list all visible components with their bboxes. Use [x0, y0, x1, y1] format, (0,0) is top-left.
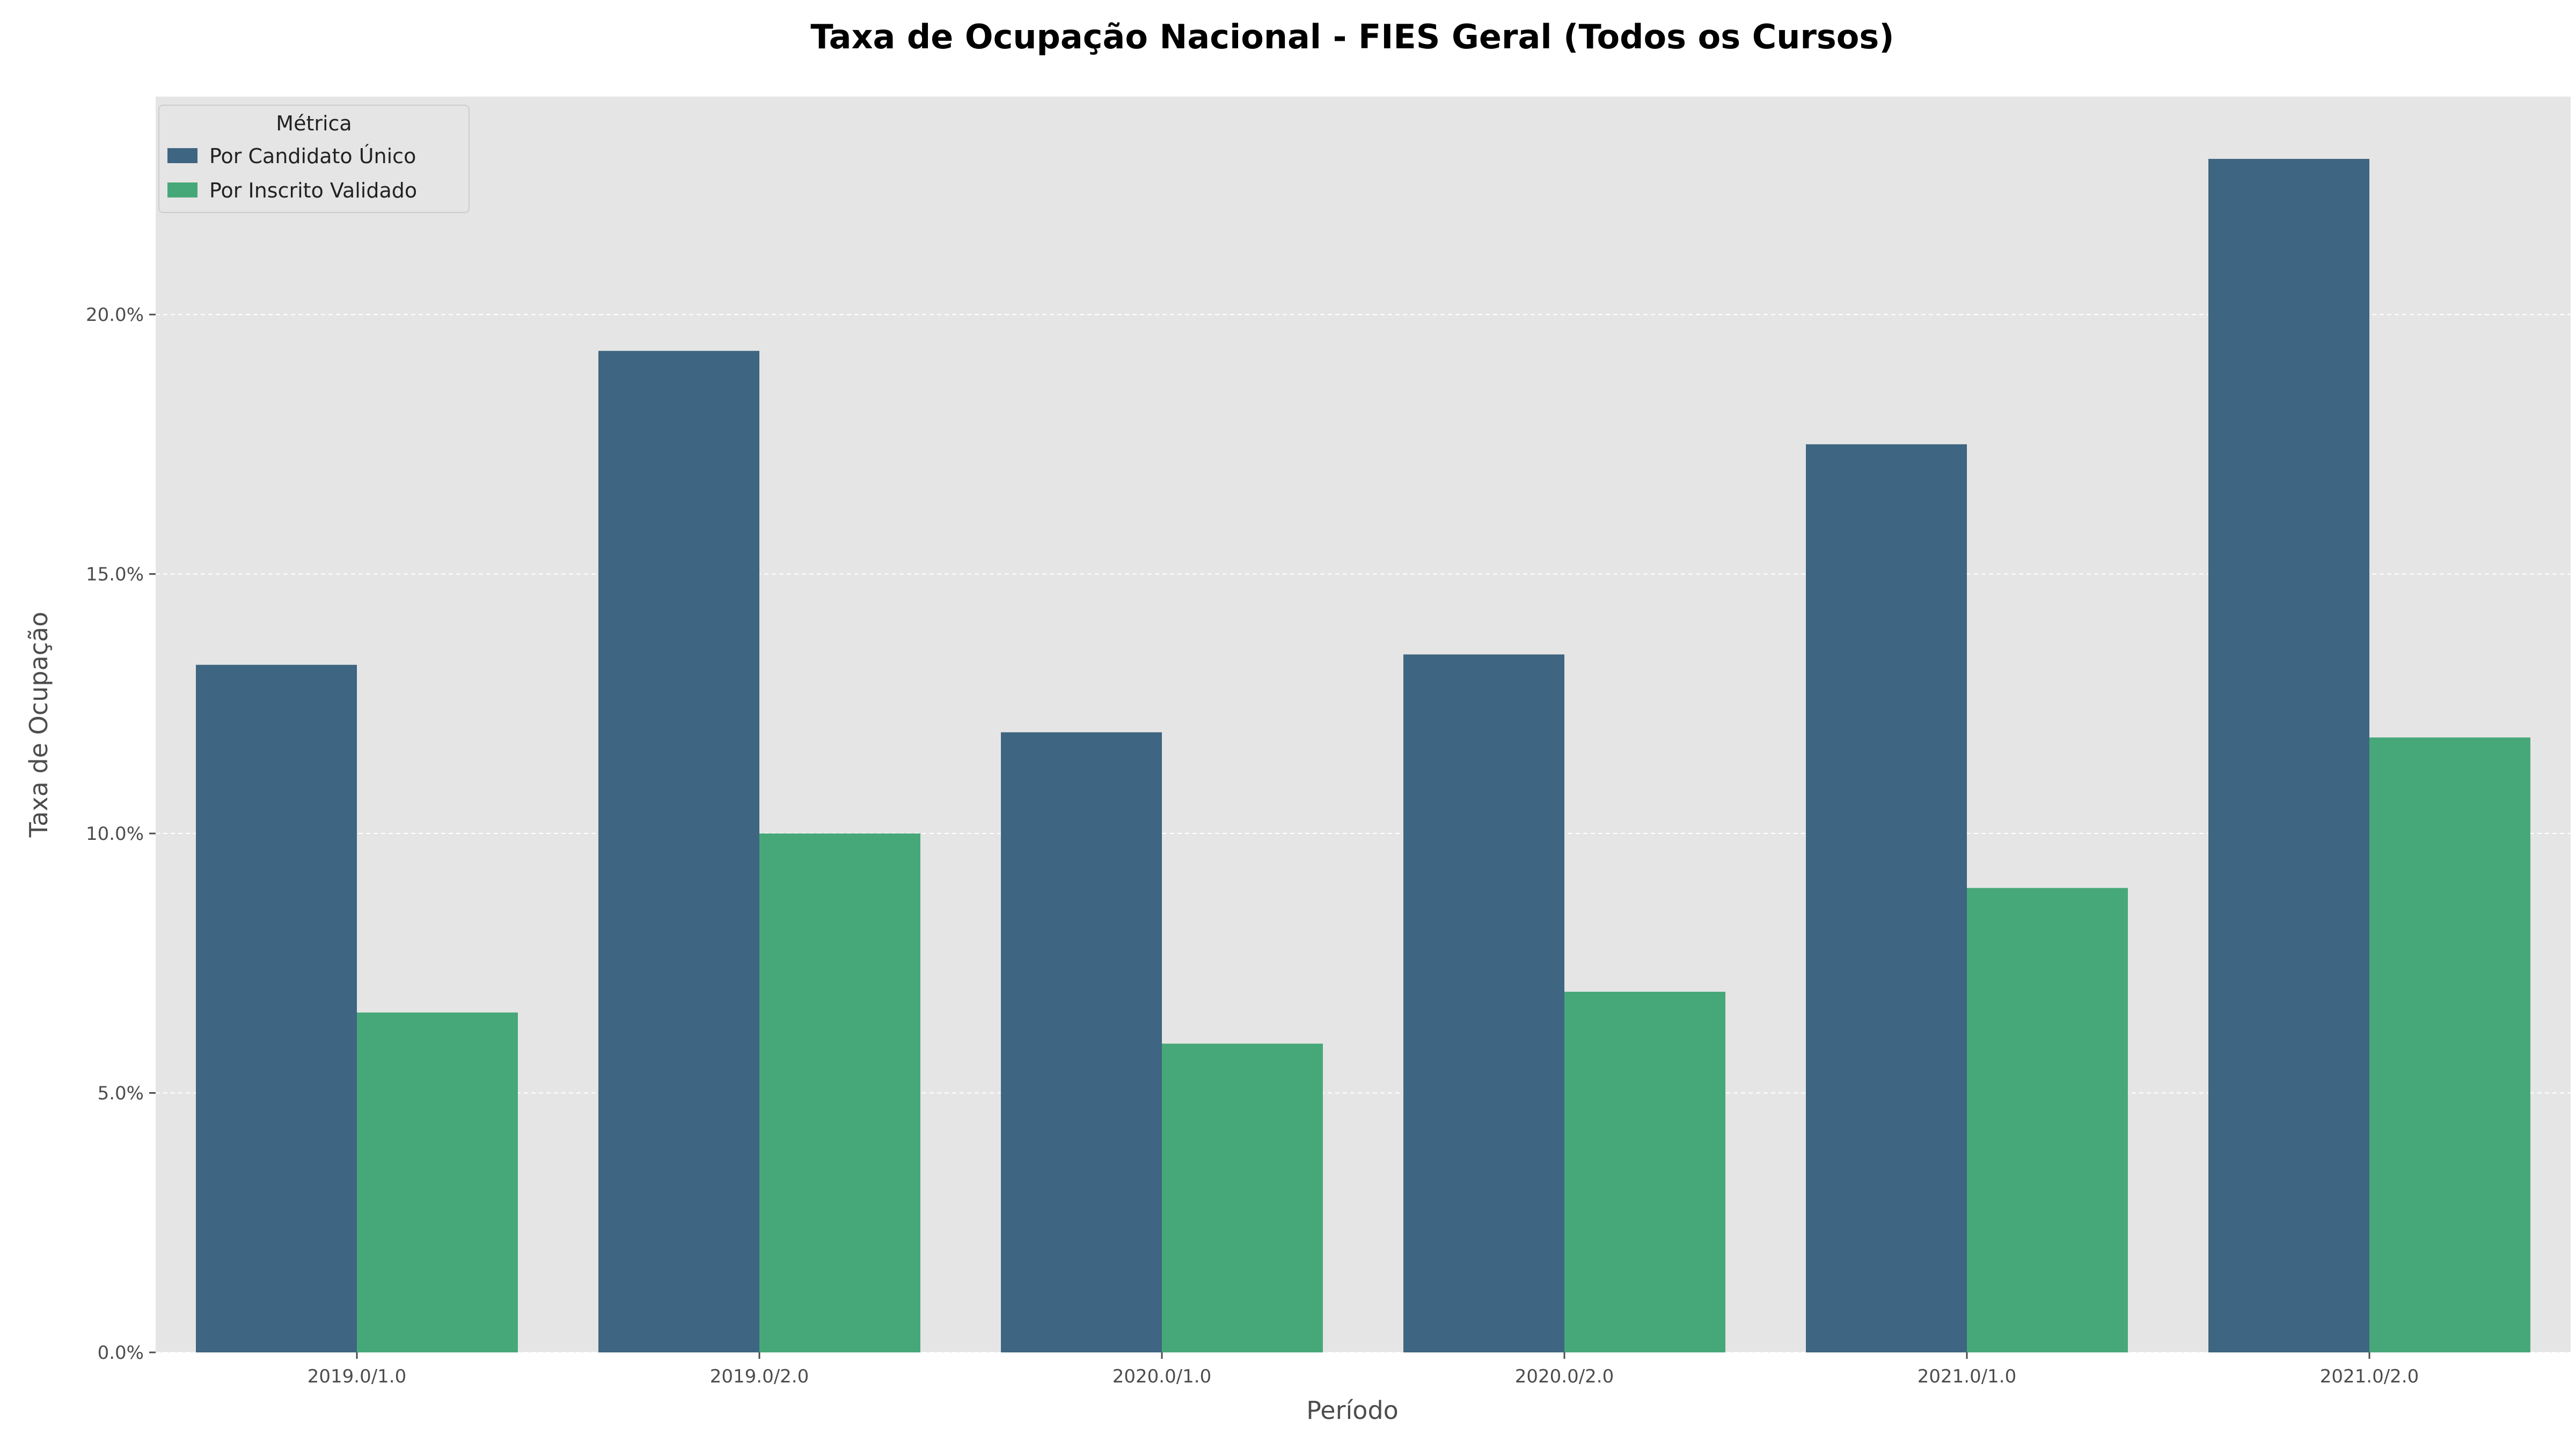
y-tick-label: 10.0% [86, 823, 144, 845]
bar-inscrito-validado [357, 1012, 518, 1352]
y-tick-label: 5.0% [98, 1083, 144, 1104]
legend-label-inscrito-validado: Por Inscrito Validado [209, 179, 417, 202]
bar-candidato-unico [196, 664, 357, 1352]
y-axis-label: Taxa de Ocupação [24, 612, 53, 838]
y-tick-label: 0.0% [98, 1342, 144, 1364]
grid-lines [156, 314, 2571, 1353]
y-axis-ticks: 0.0% 5.0% 10.0% 15.0% 20.0% [86, 304, 156, 1364]
chart-title: Taxa de Ocupação Nacional - FIES Geral (… [810, 17, 1894, 56]
x-tick-label: 2021.0/1.0 [1918, 1366, 2017, 1387]
bar-candidato-unico [1001, 732, 1162, 1352]
x-tick-label: 2019.0/1.0 [308, 1366, 407, 1387]
y-tick-label: 20.0% [86, 304, 144, 326]
legend-swatch-inscrito-validado [167, 182, 197, 197]
plot-area [156, 97, 2571, 1352]
bar-candidato-unico [2208, 159, 2369, 1353]
legend-label-candidato-unico: Por Candidato Único [209, 144, 416, 168]
bar-candidato-unico [598, 350, 759, 1352]
bar-inscrito-validado [1162, 1043, 1323, 1352]
y-tick-label: 15.0% [86, 564, 144, 586]
bars [196, 159, 2530, 1353]
bar-inscrito-validado [759, 833, 920, 1352]
bar-candidato-unico [1806, 444, 1967, 1352]
x-axis-label: Período [1306, 1396, 1399, 1425]
legend-title: Métrica [276, 112, 352, 135]
legend-swatch-candidato-unico [167, 148, 197, 163]
x-axis-ticks: 2019.0/1.0 2019.0/2.0 2020.0/1.0 2020.0/2.0… [308, 1352, 2419, 1387]
x-tick-label: 2020.0/2.0 [1515, 1366, 1614, 1387]
bar-inscrito-validado [1564, 991, 1725, 1352]
bar-candidato-unico [1403, 654, 1564, 1352]
bar-inscrito-validado [1967, 888, 2128, 1352]
x-tick-label: 2019.0/2.0 [710, 1366, 809, 1387]
bar-inscrito-validado [2369, 737, 2530, 1352]
legend-box [158, 105, 470, 213]
legend: Métrica Por Candidato Único Por Inscrito… [158, 105, 470, 213]
x-tick-label: 2020.0/1.0 [1113, 1366, 1212, 1387]
x-tick-label: 2021.0/2.0 [2320, 1366, 2419, 1387]
